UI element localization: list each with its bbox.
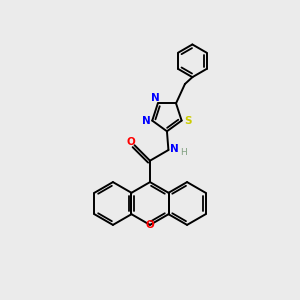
Text: O: O — [146, 220, 154, 230]
Text: N: N — [142, 116, 151, 126]
Text: N: N — [170, 143, 179, 154]
Text: N: N — [151, 93, 160, 103]
Text: O: O — [127, 137, 135, 147]
Text: H: H — [181, 148, 187, 157]
Text: S: S — [184, 116, 191, 126]
